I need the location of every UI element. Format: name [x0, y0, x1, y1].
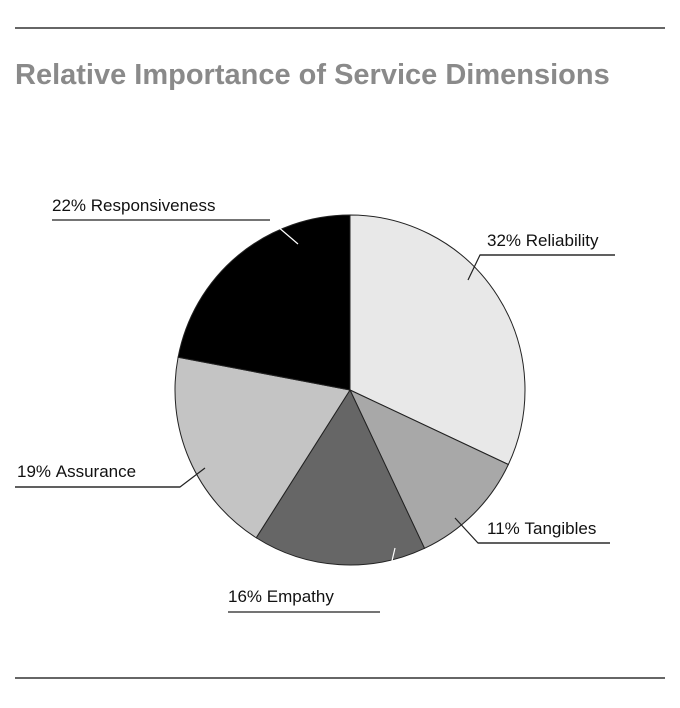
value-label: 16%	[228, 587, 262, 606]
pie-slice	[348, 388, 510, 550]
chart-title: Relative Importance of Service Dimension…	[15, 59, 610, 91]
category-label: Reliability	[526, 231, 599, 250]
category-label: Assurance	[56, 462, 136, 481]
category-label: Tangibles	[525, 519, 597, 538]
slice-label: 22% Responsiveness	[52, 196, 216, 215]
category-label: Empathy	[267, 587, 335, 606]
value-label: 19%	[17, 462, 51, 481]
value-label: 32%	[487, 231, 521, 250]
slice-label: 16% Empathy	[228, 587, 334, 606]
pie-slice	[255, 388, 426, 566]
pie-slice	[174, 356, 351, 539]
pie-slice	[349, 214, 526, 466]
category-label: Responsiveness	[91, 196, 216, 215]
pie-slice	[177, 214, 351, 391]
slice-label: 11% Tangibles	[487, 519, 596, 538]
value-label: 11%	[487, 519, 520, 538]
slice-label: 32% Reliability	[487, 231, 599, 250]
value-label: 22%	[52, 196, 86, 215]
slice-label: 19% Assurance	[17, 462, 136, 481]
leader-line	[467, 254, 615, 281]
